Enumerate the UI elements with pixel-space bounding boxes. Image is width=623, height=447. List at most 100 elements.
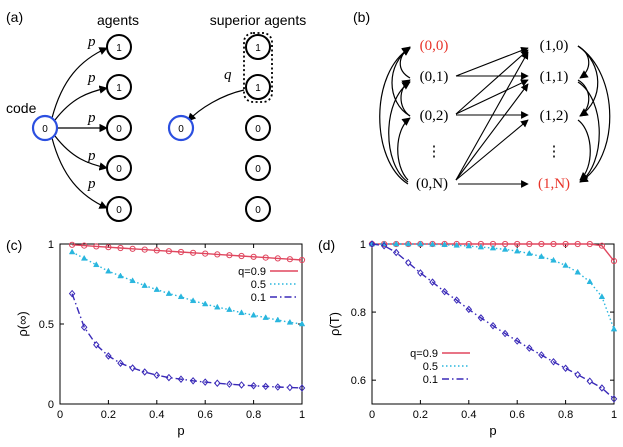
d-point-0.5 (465, 242, 473, 249)
c-point-0.5 (105, 267, 112, 274)
chart-d: 0 0.2 0.4 0.6 0.8 1 0.6 0.8 1 p ρ(T) q=0.90.50.1 (327, 239, 618, 438)
b-edge-lN-l0 (379, 47, 411, 185)
c-legend-label-0.1: 0.1 (251, 292, 266, 304)
d-y-tick-label: 1 (360, 239, 366, 251)
c-point-0.1 (105, 352, 112, 360)
d-point-0.9 (574, 240, 581, 248)
d-x-tick-label: 0.2 (413, 409, 428, 421)
d-point-0.5 (405, 240, 412, 247)
c-point-0.1 (201, 378, 209, 386)
superior-node-4: 0 (245, 155, 271, 181)
c-point-0.9 (286, 256, 293, 263)
d-plot-frame (371, 243, 615, 405)
d-point-0.5 (417, 240, 424, 247)
d-point-0.5 (477, 243, 485, 250)
c-point-0.1 (286, 383, 294, 392)
p-label-5: p (87, 176, 96, 192)
superior-node-3-value: 0 (255, 124, 261, 135)
d-point-0.1 (441, 287, 448, 296)
b-edge-lN-l2 (397, 117, 411, 181)
c-point-0.5 (238, 309, 245, 316)
d-point-0.1 (610, 395, 618, 403)
agent-node-2: 1 (106, 74, 132, 100)
left-node-N: (0,N) (416, 176, 448, 192)
c-point-0.5 (141, 282, 148, 288)
agent-node-1-value: 1 (116, 43, 122, 54)
p-label-1: p (87, 34, 96, 50)
c-point-0.5 (93, 261, 100, 268)
superior-group-box (243, 32, 273, 103)
panel-a: (a) agents superior agents code p p p p … (6, 9, 306, 222)
d-point-0.1 (489, 321, 497, 330)
agent-node-4: 0 (106, 155, 132, 181)
d-y-axis-label: ρ(T) (327, 312, 342, 336)
d-point-0.1 (368, 240, 376, 248)
c-y-tick-label: 1 (48, 239, 54, 251)
c-point-0.5 (226, 306, 233, 312)
d-point-0.5 (598, 293, 606, 300)
c-x-tick-label: 0.2 (101, 409, 116, 421)
d-point-0.1 (417, 269, 424, 277)
d-y-tick-label: 0.8 (351, 307, 366, 319)
d-point-0.9 (562, 240, 569, 248)
left-node-ellipsis: ⋮ (427, 144, 442, 160)
c-point-0.1 (214, 379, 221, 387)
c-point-0.5 (274, 316, 282, 323)
c-point-0.9 (117, 244, 124, 252)
edge-code-agent-5 (51, 137, 108, 209)
d-point-0.9 (610, 257, 618, 265)
d-legend-label-0.9: q=0.9 (410, 348, 438, 360)
c-point-0.1 (129, 364, 136, 372)
c-legend-label-0.9: q=0.9 (238, 266, 266, 278)
panel-c-label: (c) (6, 237, 22, 253)
panel-a-label: (a) (6, 9, 23, 25)
agent-node-4-value: 0 (116, 164, 122, 175)
agents-title: agents (97, 12, 139, 28)
c-point-0.5 (201, 300, 209, 307)
c-series-line-0.1 (71, 293, 303, 389)
d-point-0.9 (538, 240, 545, 248)
c-y-axis-label: ρ(∞) (15, 311, 30, 336)
agent-node-3: 0 (106, 115, 132, 141)
code-label: code (6, 100, 37, 116)
c-point-0.9 (93, 243, 100, 250)
d-point-0.5 (501, 245, 509, 252)
d-point-0.1 (465, 305, 473, 314)
agent-node-5: 0 (106, 196, 132, 222)
p-label-3: p (87, 110, 96, 126)
c-point-0.9 (105, 244, 112, 251)
edge-code-agent-4 (54, 135, 108, 171)
d-point-0.1 (501, 329, 509, 338)
agent-node-2-value: 1 (116, 83, 122, 94)
d-point-0.9 (526, 240, 533, 248)
d-y-tick-label: 0.6 (351, 375, 366, 387)
d-point-0.5 (574, 268, 581, 275)
panel-b: (b) (0,0) (0,1) (0,2) ⋮ (0,N) (1,0) (1,1… (353, 9, 611, 192)
left-node-0: (0,0) (420, 38, 449, 54)
d-point-0.1 (562, 364, 569, 373)
b-edge-l1-r0 (455, 46, 529, 77)
d-x-tick-label: 1 (611, 409, 617, 421)
d-point-0.1 (513, 337, 521, 345)
c-point-0.1 (226, 380, 233, 388)
c-point-0.1 (80, 323, 88, 331)
c-point-0.5 (177, 293, 185, 300)
d-point-0.9 (550, 240, 557, 248)
d-point-0.5 (550, 256, 557, 263)
d-x-tick-label: 0.6 (510, 409, 525, 421)
target-node-value: 0 (178, 124, 184, 135)
c-x-tick-label: 0.8 (246, 409, 261, 421)
superior-node-5-value: 0 (255, 205, 261, 216)
c-point-0.5 (250, 311, 257, 318)
c-point-0.1 (262, 382, 269, 391)
d-point-0.5 (513, 247, 521, 254)
agent-node-1: 1 (106, 34, 132, 60)
c-point-0.1 (165, 373, 173, 382)
superior-node-5: 0 (245, 196, 271, 222)
right-node-0: (1,0) (540, 38, 569, 54)
d-point-0.5 (538, 253, 545, 259)
c-point-0.9 (129, 245, 136, 252)
panel-d-label: (d) (318, 237, 335, 253)
